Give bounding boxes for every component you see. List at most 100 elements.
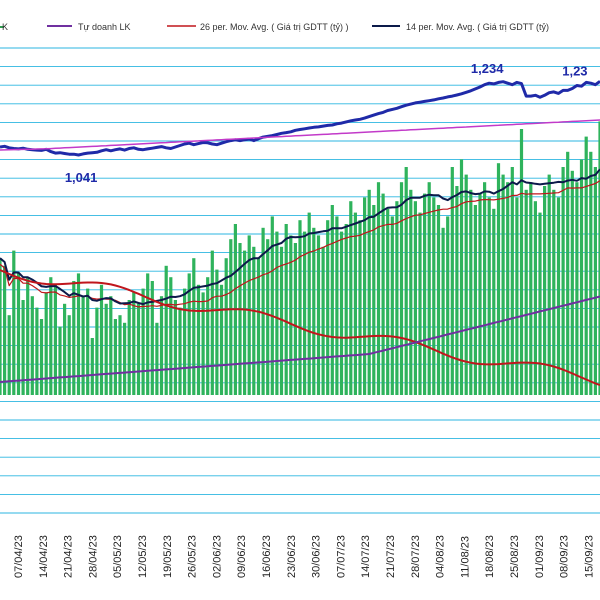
series-trend-line [0, 119, 600, 151]
bar-gdtt [399, 182, 404, 395]
legend-label-k: K [2, 22, 8, 32]
annotation-label: 1,23 [562, 64, 587, 79]
bar-gdtt [584, 136, 588, 395]
series-lines [0, 80, 600, 387]
bar-gdtt [238, 243, 242, 395]
bar-gdtt [552, 189, 556, 395]
bar-gdtt [589, 151, 593, 395]
bar-gdtt [150, 281, 154, 395]
bar-gdtt [427, 182, 431, 395]
bar-gdtt [76, 273, 81, 395]
bar-gdtt [519, 129, 524, 395]
bar-gdtt [344, 224, 348, 395]
bar-gdtt [492, 208, 496, 395]
bar-gdtt [72, 281, 76, 395]
x-tick-label: 23/06/23 [286, 535, 298, 578]
bar-gdtt [35, 307, 39, 395]
bar-gdtt [395, 201, 399, 395]
x-tick-label: 02/06/23 [211, 535, 223, 578]
bar-gdtt [358, 220, 362, 395]
x-tick-label: 21/04/23 [63, 535, 75, 578]
x-tick-label: 08/09/23 [559, 535, 571, 578]
bar-gdtt [270, 216, 274, 395]
bar-gdtt [252, 246, 256, 395]
bar-gdtt [598, 121, 600, 396]
bar-gdtt [432, 197, 436, 395]
x-tick-label: 11/08/23 [459, 536, 471, 578]
bar-gdtt [524, 189, 528, 395]
bar-gdtt [515, 197, 519, 395]
bar-gdtt [529, 182, 533, 395]
legend: K Tự doanh LK 26 per. Mov. Avg. ( Giá tr… [0, 22, 549, 32]
annotation-label: 1,041 [65, 170, 98, 185]
bar-gdtt [261, 227, 265, 395]
bar-gdtt [441, 227, 445, 395]
bar-gdtt [579, 159, 584, 395]
x-tick-label: 18/08/23 [484, 535, 496, 578]
bar-gdtt [478, 193, 482, 395]
bar-gdtt [155, 322, 159, 395]
x-tick-label: 28/04/23 [87, 535, 99, 578]
x-tick-label: 25/08/23 [509, 535, 521, 578]
x-tick-label: 09/06/23 [236, 535, 248, 578]
x-tick-label: 07/04/23 [13, 535, 25, 578]
bar-gdtt [575, 182, 579, 395]
bar-gdtt [256, 258, 261, 395]
bar-gdtt [312, 227, 316, 395]
bar-gdtt [353, 212, 357, 395]
bar-gdtt [501, 174, 505, 395]
bar-gdtt [127, 300, 131, 395]
x-tick-label: 26/05/23 [187, 535, 199, 578]
bar-gdtt [247, 235, 251, 395]
bar-gdtt [210, 250, 214, 395]
bar-gdtt [224, 258, 228, 395]
bar-gdtt [372, 205, 376, 395]
bar-gdtt [39, 319, 44, 395]
annotations: 1,041 1,234 1,23 [65, 61, 588, 185]
bar-gdtt [556, 197, 561, 395]
bar-gdtt [30, 296, 34, 395]
bar-gdtt [196, 284, 201, 395]
bar-gdtt [538, 212, 542, 395]
bar-gdtt [95, 307, 99, 395]
bar-gdtt [335, 216, 339, 395]
bar-gdtt [446, 216, 450, 395]
x-tick-label: 07/07/23 [335, 535, 347, 578]
bar-gdtt [21, 300, 25, 395]
bar-gdtt [104, 303, 108, 395]
bar-gdtt [16, 273, 21, 395]
bar-gdtt [169, 277, 173, 395]
bar-gdtt [183, 288, 187, 395]
bar-gdtt [284, 224, 288, 395]
bar-gdtt [307, 212, 311, 395]
bar-gdtt [81, 296, 85, 395]
bar-gdtt [404, 167, 408, 395]
bar-gdtt [118, 315, 122, 395]
bar-gdtt [363, 197, 367, 395]
bar-gdtt [266, 239, 270, 395]
bar-gdtt [0, 258, 2, 395]
bar-gdtt [26, 277, 30, 395]
bar-gdtt [367, 189, 371, 395]
bar-gdtt [201, 292, 205, 395]
bar-gdtt [533, 201, 537, 395]
bar-gdtt [436, 205, 441, 395]
bar-gdtt [7, 315, 11, 395]
bar-gdtt [303, 231, 307, 395]
bar-gdtt [381, 193, 385, 395]
bar-gdtt [510, 167, 514, 395]
bar-gdtt [349, 201, 353, 395]
bar-gdtt [67, 315, 71, 395]
bar-gdtt [219, 284, 224, 395]
bar-gdtt [215, 269, 219, 395]
bar-gdtt [543, 186, 547, 395]
bar-gdtt [99, 284, 104, 395]
bar-gdtt [326, 220, 330, 395]
bar-gdtt [386, 208, 390, 395]
bar-gdtt [547, 174, 551, 395]
bar-gdtt [123, 322, 127, 395]
bar-gdtt [298, 220, 302, 395]
annotation-label: 1,234 [471, 61, 504, 76]
bar-gdtt [164, 265, 168, 395]
